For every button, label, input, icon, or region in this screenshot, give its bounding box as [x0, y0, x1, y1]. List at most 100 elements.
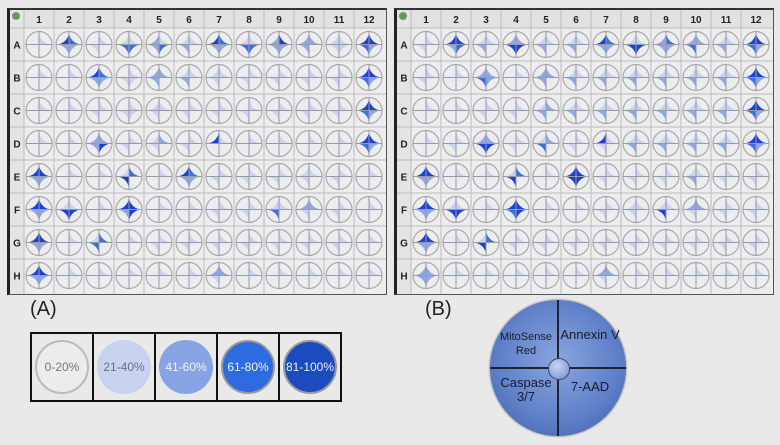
well-E7[interactable] [592, 162, 620, 191]
well-D1[interactable] [412, 129, 440, 158]
well-E2[interactable] [442, 162, 470, 191]
well-C5[interactable] [145, 96, 173, 125]
well-C3[interactable] [85, 96, 113, 125]
well-H6[interactable] [175, 261, 203, 290]
well-C12[interactable] [355, 96, 383, 125]
well-F8[interactable] [622, 195, 650, 224]
well-G4[interactable] [502, 228, 530, 257]
well-D4[interactable] [115, 129, 143, 158]
well-B2[interactable] [55, 63, 83, 92]
well-G7[interactable] [205, 228, 233, 257]
well-B2[interactable] [442, 63, 470, 92]
well-H3[interactable] [472, 261, 500, 290]
well-E12[interactable] [742, 162, 770, 191]
well-D8[interactable] [622, 129, 650, 158]
well-D5[interactable] [145, 129, 173, 158]
well-E2[interactable] [55, 162, 83, 191]
well-B9[interactable] [265, 63, 293, 92]
well-H10[interactable] [295, 261, 323, 290]
well-A8[interactable] [622, 30, 650, 59]
well-A11[interactable] [712, 30, 740, 59]
well-C1[interactable] [412, 96, 440, 125]
well-D7[interactable] [205, 129, 233, 158]
well-G3[interactable] [472, 228, 500, 257]
well-G2[interactable] [442, 228, 470, 257]
well-C5[interactable] [532, 96, 560, 125]
well-A2[interactable] [55, 30, 83, 59]
well-E3[interactable] [472, 162, 500, 191]
well-F6[interactable] [175, 195, 203, 224]
well-F1[interactable] [412, 195, 440, 224]
well-A4[interactable] [115, 30, 143, 59]
well-A3[interactable] [472, 30, 500, 59]
well-G11[interactable] [712, 228, 740, 257]
well-F10[interactable] [295, 195, 323, 224]
well-C10[interactable] [682, 96, 710, 125]
well-C9[interactable] [265, 96, 293, 125]
well-F9[interactable] [652, 195, 680, 224]
well-H11[interactable] [712, 261, 740, 290]
well-A1[interactable] [25, 30, 53, 59]
well-F4[interactable] [502, 195, 530, 224]
well-E9[interactable] [652, 162, 680, 191]
well-F7[interactable] [205, 195, 233, 224]
well-B1[interactable] [25, 63, 53, 92]
well-F7[interactable] [592, 195, 620, 224]
well-E12[interactable] [355, 162, 383, 191]
well-E6[interactable] [175, 162, 203, 191]
well-B10[interactable] [295, 63, 323, 92]
well-C8[interactable] [235, 96, 263, 125]
well-H2[interactable] [55, 261, 83, 290]
well-C7[interactable] [205, 96, 233, 125]
well-H7[interactable] [205, 261, 233, 290]
well-D3[interactable] [85, 129, 113, 158]
well-B6[interactable] [562, 63, 590, 92]
well-G3[interactable] [85, 228, 113, 257]
well-E9[interactable] [265, 162, 293, 191]
well-G11[interactable] [325, 228, 353, 257]
well-A2[interactable] [442, 30, 470, 59]
well-F6[interactable] [562, 195, 590, 224]
well-D9[interactable] [652, 129, 680, 158]
well-C9[interactable] [652, 96, 680, 125]
well-G10[interactable] [295, 228, 323, 257]
well-A6[interactable] [175, 30, 203, 59]
well-G6[interactable] [175, 228, 203, 257]
well-B4[interactable] [502, 63, 530, 92]
well-A3[interactable] [85, 30, 113, 59]
well-C2[interactable] [55, 96, 83, 125]
well-D5[interactable] [532, 129, 560, 158]
well-D12[interactable] [355, 129, 383, 158]
well-H12[interactable] [355, 261, 383, 290]
well-B8[interactable] [622, 63, 650, 92]
well-G9[interactable] [652, 228, 680, 257]
well-A5[interactable] [145, 30, 173, 59]
well-E4[interactable] [115, 162, 143, 191]
well-D2[interactable] [442, 129, 470, 158]
well-B6[interactable] [175, 63, 203, 92]
well-C3[interactable] [472, 96, 500, 125]
well-F12[interactable] [742, 195, 770, 224]
well-B5[interactable] [532, 63, 560, 92]
well-G5[interactable] [532, 228, 560, 257]
well-B8[interactable] [235, 63, 263, 92]
well-G2[interactable] [55, 228, 83, 257]
well-D9[interactable] [265, 129, 293, 158]
well-A9[interactable] [652, 30, 680, 59]
well-H3[interactable] [85, 261, 113, 290]
well-F5[interactable] [145, 195, 173, 224]
well-F12[interactable] [355, 195, 383, 224]
well-D4[interactable] [502, 129, 530, 158]
well-H2[interactable] [442, 261, 470, 290]
well-A9[interactable] [265, 30, 293, 59]
well-E10[interactable] [682, 162, 710, 191]
well-A10[interactable] [682, 30, 710, 59]
well-D6[interactable] [562, 129, 590, 158]
well-A6[interactable] [562, 30, 590, 59]
well-D3[interactable] [472, 129, 500, 158]
well-B3[interactable] [472, 63, 500, 92]
well-G5[interactable] [145, 228, 173, 257]
well-E4[interactable] [502, 162, 530, 191]
well-B5[interactable] [145, 63, 173, 92]
well-A4[interactable] [502, 30, 530, 59]
